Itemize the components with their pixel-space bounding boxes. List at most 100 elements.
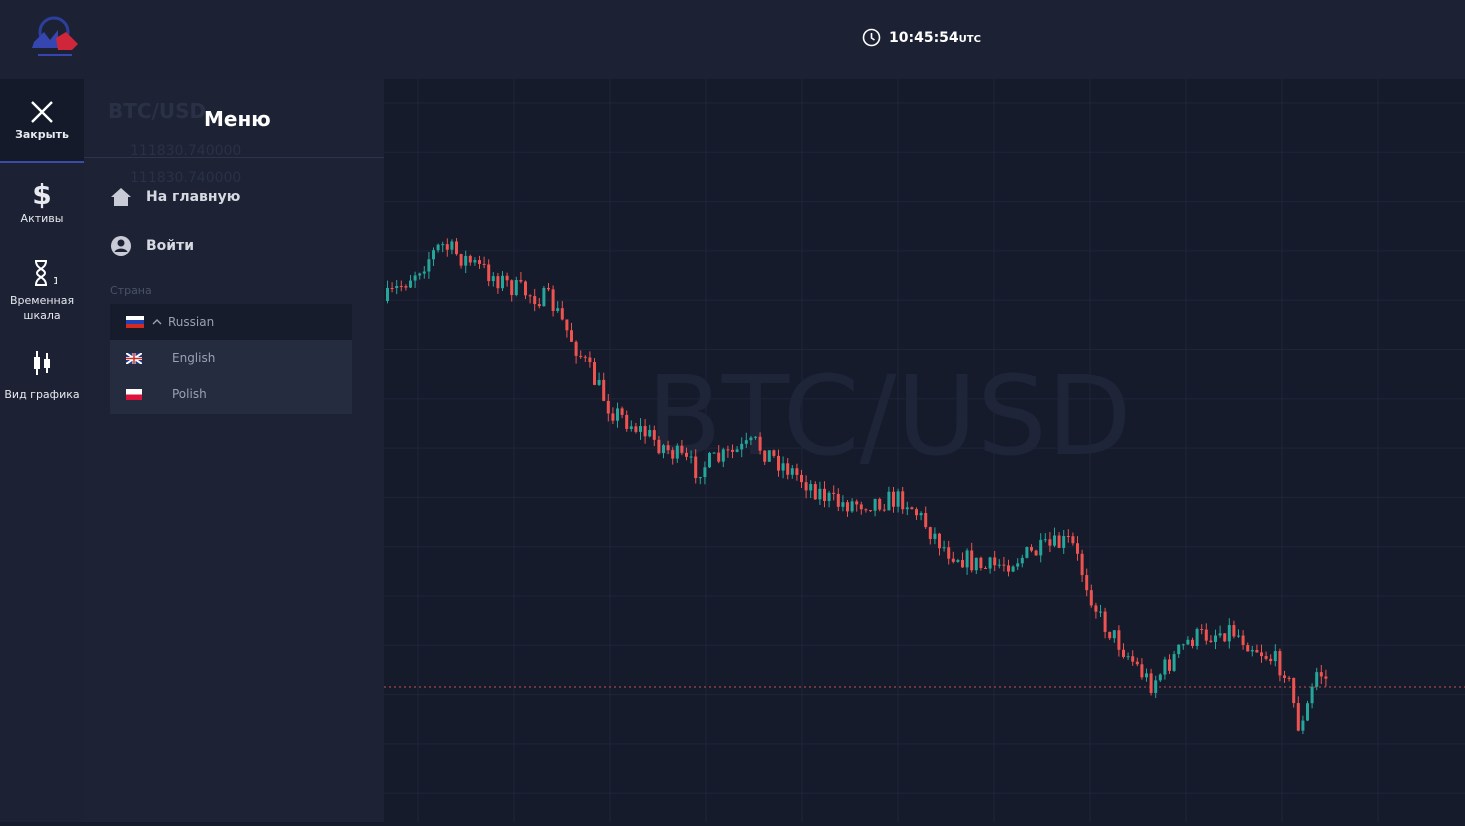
- candle-body: [1002, 564, 1006, 566]
- candle-body: [1214, 635, 1217, 642]
- candle-body: [1071, 536, 1075, 544]
- candle-body: [1237, 635, 1240, 637]
- candle-body: [777, 455, 780, 471]
- candle-body: [1241, 635, 1245, 646]
- candle-body: [698, 477, 702, 479]
- flag-uk: [126, 352, 142, 364]
- home-label: На главную: [146, 189, 241, 205]
- timescale-item[interactable]: 1 Временная шкала: [0, 259, 84, 323]
- candle-body: [823, 488, 826, 501]
- candle-body: [1149, 673, 1153, 693]
- candle-body: [947, 547, 951, 559]
- candle-body: [556, 308, 560, 311]
- candle-body: [1034, 550, 1038, 556]
- candle-body: [924, 513, 928, 528]
- candle-body: [399, 286, 403, 288]
- clock: 10:45:54 UTC: [862, 28, 981, 47]
- candle-body: [519, 279, 523, 282]
- candle-body: [905, 507, 909, 510]
- candle-body: [1016, 563, 1020, 567]
- candle-body: [1094, 605, 1098, 612]
- candle-body: [505, 275, 509, 281]
- candles-icon: [34, 351, 50, 375]
- candle-body: [1260, 652, 1263, 657]
- candle-body: [919, 513, 923, 516]
- home-link[interactable]: На главную: [110, 187, 240, 207]
- bg-pair: BTC/USD: [108, 99, 207, 123]
- candle-body: [892, 491, 895, 507]
- candle-body: [1057, 535, 1061, 548]
- header: 10:45:54 UTC: [0, 0, 1465, 79]
- candle-body: [1255, 650, 1259, 653]
- chart-area: BTC/USD: [384, 79, 1465, 822]
- logo: [32, 16, 78, 56]
- candle-body: [951, 558, 955, 562]
- candle-body: [542, 287, 546, 307]
- bg-bid: 111830.740000: [130, 170, 242, 186]
- candle-body: [606, 400, 610, 414]
- candle-body: [965, 550, 969, 568]
- candle-body: [961, 560, 964, 568]
- candle-body: [533, 296, 537, 305]
- candle-body: [450, 241, 454, 250]
- candle-body: [721, 449, 725, 462]
- candle-body: [1273, 651, 1277, 662]
- candle-body: [565, 319, 569, 331]
- candle-body: [570, 330, 573, 342]
- candle-body: [1099, 611, 1102, 613]
- candle-body: [1250, 650, 1254, 652]
- timescale-label: Временная шкала: [10, 294, 75, 322]
- candle-body: [588, 357, 592, 363]
- candle-body: [896, 491, 900, 507]
- candle-body: [1117, 630, 1121, 650]
- candle-body: [910, 507, 914, 510]
- candle-body: [717, 452, 721, 462]
- login-link[interactable]: Войти: [110, 235, 194, 257]
- candle-body: [846, 502, 849, 512]
- language-russian[interactable]: Russian: [110, 304, 352, 340]
- candle-body: [597, 379, 601, 385]
- close-label: Закрыть: [15, 128, 69, 141]
- assets-item[interactable]: $ Активы: [0, 179, 84, 226]
- candle-body: [1218, 633, 1222, 636]
- timescale-badge: 1: [53, 276, 57, 287]
- candle-body: [639, 426, 642, 432]
- candle-body: [1126, 656, 1130, 658]
- candle-body: [1278, 651, 1282, 676]
- candle-body: [514, 279, 518, 296]
- assets-label: Активы: [20, 212, 64, 225]
- close-button[interactable]: Закрыть: [0, 79, 84, 163]
- candle-body: [974, 557, 978, 571]
- candle-body: [436, 244, 440, 251]
- candle-body: [551, 289, 555, 311]
- candle-body: [487, 264, 491, 282]
- candle-body: [754, 436, 757, 438]
- candle-body: [1264, 656, 1268, 659]
- language-polish[interactable]: Polish: [110, 376, 352, 412]
- candle-body: [836, 493, 840, 507]
- candle-body: [1191, 639, 1194, 646]
- candle-body: [468, 255, 472, 263]
- candle-body: [1227, 625, 1231, 642]
- candle-body: [726, 449, 730, 451]
- candle-body: [993, 557, 997, 566]
- candle-body: [1310, 686, 1314, 704]
- candle-body: [1154, 680, 1158, 693]
- chart-type-label: Вид графика: [4, 388, 80, 401]
- divider: [84, 157, 384, 158]
- candle-body: [652, 430, 656, 440]
- candle-body: [1283, 675, 1286, 678]
- candle-body: [1324, 676, 1328, 679]
- candle-body: [1048, 539, 1052, 546]
- candle-body: [1163, 659, 1167, 675]
- candle-body: [602, 379, 606, 401]
- candle-body: [390, 288, 394, 290]
- candle-body: [731, 449, 734, 452]
- candle-body: [579, 355, 583, 357]
- candle-body: [855, 501, 859, 505]
- country-label: Страна: [110, 284, 152, 297]
- candle-body: [790, 468, 794, 475]
- chart-type-item[interactable]: Вид графика: [0, 349, 84, 402]
- candle-body: [547, 287, 550, 290]
- language-english[interactable]: English: [110, 340, 352, 376]
